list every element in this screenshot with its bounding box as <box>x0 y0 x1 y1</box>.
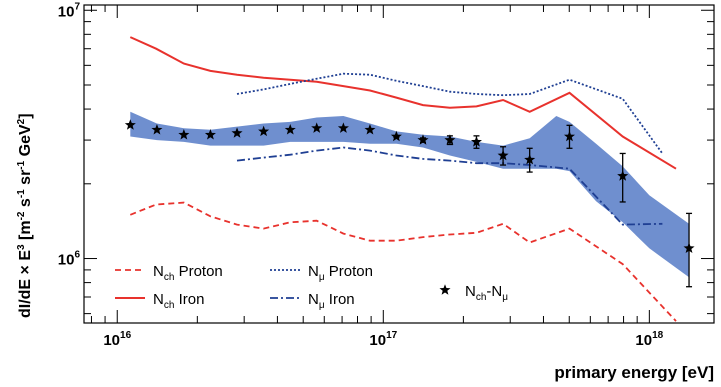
series-line-0 <box>129 201 677 322</box>
ylabel-sup: -1 <box>16 160 27 169</box>
star-point <box>470 136 482 147</box>
ylabel-sup: -2 <box>16 211 27 220</box>
star-point <box>683 242 695 253</box>
band-layer <box>130 111 690 278</box>
star-point <box>364 124 376 135</box>
legend-rest: Proton <box>174 263 222 280</box>
legend-label-star: Nch-Nμ <box>465 283 508 303</box>
ylabel-sup: -1 <box>16 189 27 198</box>
star-point <box>563 130 575 142</box>
ylabel-text: s <box>17 198 34 211</box>
legend-main: N <box>308 291 319 308</box>
star-point <box>524 153 536 165</box>
star-points-layer <box>124 119 695 288</box>
star-point <box>151 124 163 135</box>
legend-main: N <box>465 283 476 300</box>
star-point <box>178 129 190 140</box>
muon-band <box>130 111 690 278</box>
star-point <box>617 170 629 181</box>
legend-main: N <box>153 291 164 308</box>
x-tick-label: 1018 <box>635 330 663 349</box>
legend-rest: Proton <box>325 263 373 280</box>
ylabel-text: [m <box>17 220 34 244</box>
legend-mid: -N <box>486 283 502 300</box>
star-point <box>444 134 456 145</box>
tick-base: 10 <box>369 332 386 349</box>
plot-frame <box>83 4 715 324</box>
x-axis-label: primary energy [eV] <box>554 363 714 382</box>
tick-exp: 6 <box>74 250 80 261</box>
legend-label-nchi: Nch Iron <box>153 291 204 311</box>
star-point <box>204 129 216 140</box>
legend-main: N <box>153 263 164 280</box>
y-tick-label: 106 <box>58 250 81 269</box>
ylabel-sup: 3 <box>16 244 27 250</box>
star-point <box>390 130 402 142</box>
legend-sub: μ <box>319 300 325 311</box>
tick-exp: 18 <box>652 330 664 341</box>
series-layer <box>129 36 677 322</box>
tick-base: 10 <box>103 332 120 349</box>
star-point <box>284 124 296 135</box>
tick-exp: 7 <box>74 1 80 12</box>
legend-sub2: μ <box>502 292 508 303</box>
star-point <box>311 122 323 133</box>
tick-base: 10 <box>58 3 75 20</box>
legend-swatch-star <box>439 284 451 295</box>
tick-base: 10 <box>635 332 652 349</box>
tick-exp: 16 <box>120 330 132 341</box>
star-point <box>231 127 243 138</box>
legend-label-nchp: Nch Proton <box>153 263 223 283</box>
legend-main: N <box>308 263 319 280</box>
y-axis-label: dI/dE × E3 [m-2 s-1 sr-1 GeV2] <box>16 113 34 318</box>
x-tick-label: 1017 <box>369 330 397 349</box>
legend-sub: ch <box>476 292 487 303</box>
legend-rest: Iron <box>174 291 204 308</box>
legend-rest: Iron <box>325 291 355 308</box>
legend-sub: ch <box>164 272 175 283</box>
y-tick-label: 107 <box>58 1 81 20</box>
ylabel-text: GeV <box>17 124 34 161</box>
tick-base: 10 <box>58 252 75 269</box>
legend-sub: ch <box>164 300 175 311</box>
series-line-3 <box>236 146 663 226</box>
series-line-1 <box>129 36 677 170</box>
ylabel-text: ] <box>17 113 34 118</box>
legend-label-nmui: Nμ Iron <box>308 291 355 311</box>
series-line-2 <box>236 72 664 155</box>
star-point <box>417 134 429 145</box>
legend-sub: μ <box>319 272 325 283</box>
ylabel-text: sr <box>17 170 34 190</box>
star-point <box>337 122 349 133</box>
ylabel-text: dI/dE × E <box>17 250 34 318</box>
x-tick-label: 1016 <box>103 330 131 349</box>
ylabel-sup: 2 <box>16 118 27 124</box>
star-point <box>124 119 136 130</box>
star-point <box>497 149 509 161</box>
star-point <box>258 125 270 137</box>
tick-exp: 17 <box>386 330 398 341</box>
legend-label-nmup: Nμ Proton <box>308 263 373 283</box>
